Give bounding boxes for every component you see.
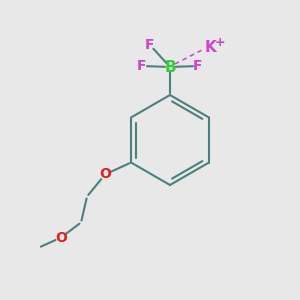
Text: B: B: [164, 59, 176, 74]
Text: F: F: [193, 59, 203, 73]
Text: F: F: [145, 38, 155, 52]
Text: +: +: [215, 35, 225, 49]
Text: F: F: [137, 59, 147, 73]
Text: O: O: [55, 230, 67, 244]
Text: K: K: [204, 40, 216, 55]
Text: O: O: [99, 167, 111, 182]
